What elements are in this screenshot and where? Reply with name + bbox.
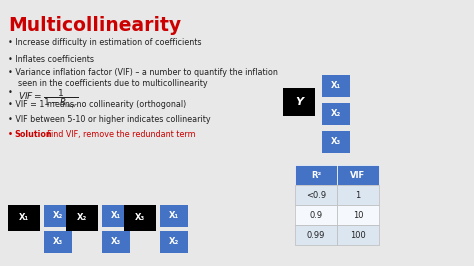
Text: •: • [8, 130, 16, 139]
FancyBboxPatch shape [160, 231, 188, 253]
Text: 0.9: 0.9 [310, 210, 323, 219]
FancyBboxPatch shape [66, 205, 98, 231]
Text: R²: R² [311, 171, 321, 180]
Text: X₂: X₂ [169, 238, 179, 247]
Text: X₁: X₁ [111, 211, 121, 221]
Text: Solution: Solution [14, 130, 52, 139]
Text: X₃: X₃ [135, 214, 145, 222]
Text: X₁: X₁ [19, 214, 29, 222]
FancyBboxPatch shape [44, 231, 72, 253]
FancyBboxPatch shape [337, 205, 379, 225]
Text: X₂: X₂ [53, 211, 63, 221]
FancyBboxPatch shape [337, 185, 379, 205]
FancyBboxPatch shape [337, 165, 379, 185]
Text: • VIF = 1 means no collinearity (orthogonal): • VIF = 1 means no collinearity (orthogo… [8, 100, 186, 109]
Text: • Increase difficulty in estimation of coefficients: • Increase difficulty in estimation of c… [8, 38, 201, 47]
FancyBboxPatch shape [295, 205, 337, 225]
FancyBboxPatch shape [295, 225, 337, 245]
Text: X₂: X₂ [331, 110, 341, 118]
FancyBboxPatch shape [102, 205, 130, 227]
FancyBboxPatch shape [44, 205, 72, 227]
Text: 100: 100 [350, 231, 366, 239]
Text: : Find VIF, remove the redundant term: : Find VIF, remove the redundant term [42, 130, 196, 139]
Text: 1: 1 [356, 190, 361, 200]
Text: Y: Y [295, 97, 303, 107]
Text: $VIF = \dfrac{1}{1-R_{sqr}}$: $VIF = \dfrac{1}{1-R_{sqr}}$ [18, 87, 78, 110]
FancyBboxPatch shape [160, 205, 188, 227]
FancyBboxPatch shape [8, 205, 40, 231]
Text: • Variance inflation factor (VIF) – a number to quantify the inflation: • Variance inflation factor (VIF) – a nu… [8, 68, 278, 77]
Text: X₂: X₂ [77, 214, 87, 222]
FancyBboxPatch shape [322, 75, 350, 97]
Text: 10: 10 [353, 210, 363, 219]
FancyBboxPatch shape [102, 231, 130, 253]
Text: Multicollinearity: Multicollinearity [8, 16, 181, 35]
Text: X₁: X₁ [331, 81, 341, 90]
Text: • VIF between 5-10 or higher indicates collinearity: • VIF between 5-10 or higher indicates c… [8, 115, 210, 124]
Text: • Inflates coefficients: • Inflates coefficients [8, 55, 94, 64]
FancyBboxPatch shape [124, 205, 156, 231]
Text: 0.99: 0.99 [307, 231, 325, 239]
FancyBboxPatch shape [322, 131, 350, 153]
Text: seen in the coefficients due to multicollinearity: seen in the coefficients due to multicol… [8, 79, 208, 88]
FancyBboxPatch shape [283, 88, 315, 116]
Text: •: • [8, 88, 13, 97]
Text: <0.9: <0.9 [306, 190, 326, 200]
Text: X₁: X₁ [169, 211, 179, 221]
FancyBboxPatch shape [295, 165, 337, 185]
Text: X₃: X₃ [331, 138, 341, 147]
Text: X₃: X₃ [111, 238, 121, 247]
Text: VIF: VIF [350, 171, 365, 180]
FancyBboxPatch shape [322, 103, 350, 125]
FancyBboxPatch shape [295, 185, 337, 205]
FancyBboxPatch shape [337, 225, 379, 245]
Text: X₃: X₃ [53, 238, 63, 247]
